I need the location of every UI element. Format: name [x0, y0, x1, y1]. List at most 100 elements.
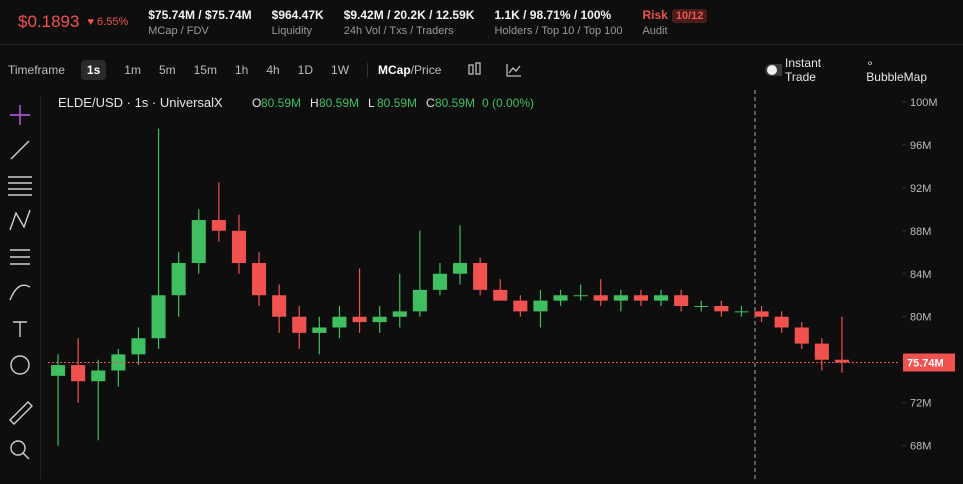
- candle-body: [412, 289, 427, 312]
- candle-body: [231, 230, 246, 264]
- candle-body: [473, 263, 488, 290]
- mcap-toggle[interactable]: MCap: [367, 63, 411, 77]
- stat: 1.1K / 98.71% / 100% Holders / Top 10 / T…: [494, 8, 622, 37]
- timeframe[interactable]: 1h: [234, 63, 249, 77]
- stat-label: MCap / FDV: [148, 24, 209, 37]
- timeframe[interactable]: 1s: [80, 60, 107, 80]
- candle-body: [754, 311, 769, 317]
- ohlc-key: L: [368, 96, 375, 110]
- price-toggle[interactable]: /Price: [410, 63, 442, 77]
- stat: $9.42M / 20.2K / 12.59K 24h Vol / Txs / T…: [344, 8, 475, 37]
- stat: $75.74M / $75.74M MCap / FDV: [148, 8, 251, 37]
- candle-body: [292, 316, 307, 333]
- y-tick-label: 80M: [910, 312, 931, 324]
- stat-value: $75.74M / $75.74M: [148, 7, 252, 22]
- ohlc-value: 80.59M: [319, 96, 359, 110]
- y-tick-label: 84M: [910, 269, 931, 281]
- drawing-tools: [0, 95, 41, 479]
- ohlc-key: C: [426, 96, 435, 110]
- last-price-label: 75.74M: [907, 358, 944, 370]
- risk-score: 10/12: [671, 8, 708, 23]
- candle-body: [211, 220, 226, 231]
- instant-trade[interactable]: Instant Trade: [764, 56, 848, 84]
- risk: Risk 10/12: [642, 7, 708, 23]
- timeframe-label: Timeframe: [8, 63, 65, 77]
- candle-body: [573, 295, 588, 297]
- candle-body: [432, 273, 447, 290]
- candle-body: [694, 305, 709, 307]
- y-tick-label: 72M: [910, 398, 931, 410]
- candle-body: [774, 316, 789, 328]
- timeframe[interactable]: 5m: [158, 63, 176, 77]
- audit-label: Audit: [642, 24, 668, 37]
- ohlc-change: 0 (0.00%): [482, 96, 534, 110]
- y-tick-label: 100M: [910, 97, 938, 109]
- bubblemap-label: BubbleMap: [866, 70, 927, 84]
- candle-body: [593, 295, 608, 301]
- candle-body: [332, 316, 347, 328]
- ohlc-key: O: [252, 96, 261, 110]
- price-change: ♥ 6.55%: [87, 16, 129, 28]
- candle-body: [453, 263, 468, 274]
- ohlc-value: 80.59M: [377, 96, 417, 110]
- candle-body: [171, 263, 186, 296]
- candle-body: [734, 311, 749, 313]
- candle-body: [392, 311, 407, 317]
- token-price: $0.1893: [18, 12, 80, 31]
- y-tick-label: 92M: [910, 183, 931, 195]
- candle-body: [814, 343, 829, 360]
- y-tick-label: 68M: [910, 441, 931, 453]
- candle-body: [493, 289, 508, 301]
- y-tick-label: 76M: [910, 355, 931, 367]
- candle-body: [111, 354, 126, 371]
- tool-icons: [468, 62, 522, 77]
- candle-body: [71, 365, 86, 382]
- candle-body: [372, 316, 387, 323]
- ohlc-value: 80.59M: [435, 96, 475, 110]
- chart-title: ELDE/USD · 1s · UniversalX: [58, 95, 223, 110]
- change-value: 6.55%: [97, 16, 129, 28]
- toolbar: Timeframe 1s 1m 5m 15m 1h 4h 1D 1W MCap …: [0, 50, 963, 90]
- candle-body: [533, 300, 548, 312]
- stat-value: $9.42M / 20.2K / 12.59K: [343, 7, 475, 22]
- candle-body: [272, 295, 287, 317]
- candle-body: [834, 359, 849, 363]
- candle-body: [51, 365, 66, 376]
- instant-trade-label: Instant Trade: [785, 56, 822, 84]
- ohlc-key: H: [310, 96, 319, 110]
- timeframe[interactable]: 4h: [266, 63, 280, 77]
- stat-value: $964.47K: [271, 7, 324, 22]
- candle-body: [633, 295, 648, 301]
- timeframe[interactable]: 1D: [297, 63, 314, 77]
- candle-body: [312, 327, 327, 333]
- last-price-tag: [903, 353, 955, 372]
- timeframe[interactable]: 1W: [331, 63, 350, 77]
- stat-label: 24h Vol / Txs / Traders: [343, 24, 454, 37]
- y-tick-label: 88M: [910, 226, 931, 238]
- stat-label: Liquidity: [271, 24, 313, 37]
- candle-body: [252, 263, 267, 296]
- stat-value: 1.1K / 98.71% / 100%: [494, 7, 612, 22]
- audit[interactable]: Risk 10/12 Audit: [642, 7, 708, 37]
- candle-body: [352, 316, 367, 323]
- candle-body: [131, 338, 146, 355]
- timeframe[interactable]: 1m: [124, 63, 141, 77]
- header: $0.1893 ♥ 6.55% $75.74M / $75.74M MCap / …: [0, 0, 963, 45]
- tool-icons: [8, 105, 33, 460]
- risk-label: Risk: [642, 7, 668, 22]
- candle-body: [91, 370, 106, 382]
- switch: [764, 64, 782, 76]
- candle-body: [674, 295, 689, 306]
- candle-body: [151, 295, 166, 339]
- stat-label: Holders / Top 10 / Top 100: [494, 24, 623, 37]
- bubblemap[interactable]: ∘ BubbleMap: [866, 56, 927, 84]
- timeframe[interactable]: 15m: [193, 63, 217, 77]
- candle-body: [654, 295, 669, 301]
- candle-body: [714, 305, 729, 312]
- candle-body: [553, 295, 568, 301]
- candle-body: [513, 300, 528, 312]
- candle-body: [613, 295, 628, 301]
- stat: $964.47K Liquidity: [272, 8, 324, 37]
- candle-body: [794, 327, 809, 344]
